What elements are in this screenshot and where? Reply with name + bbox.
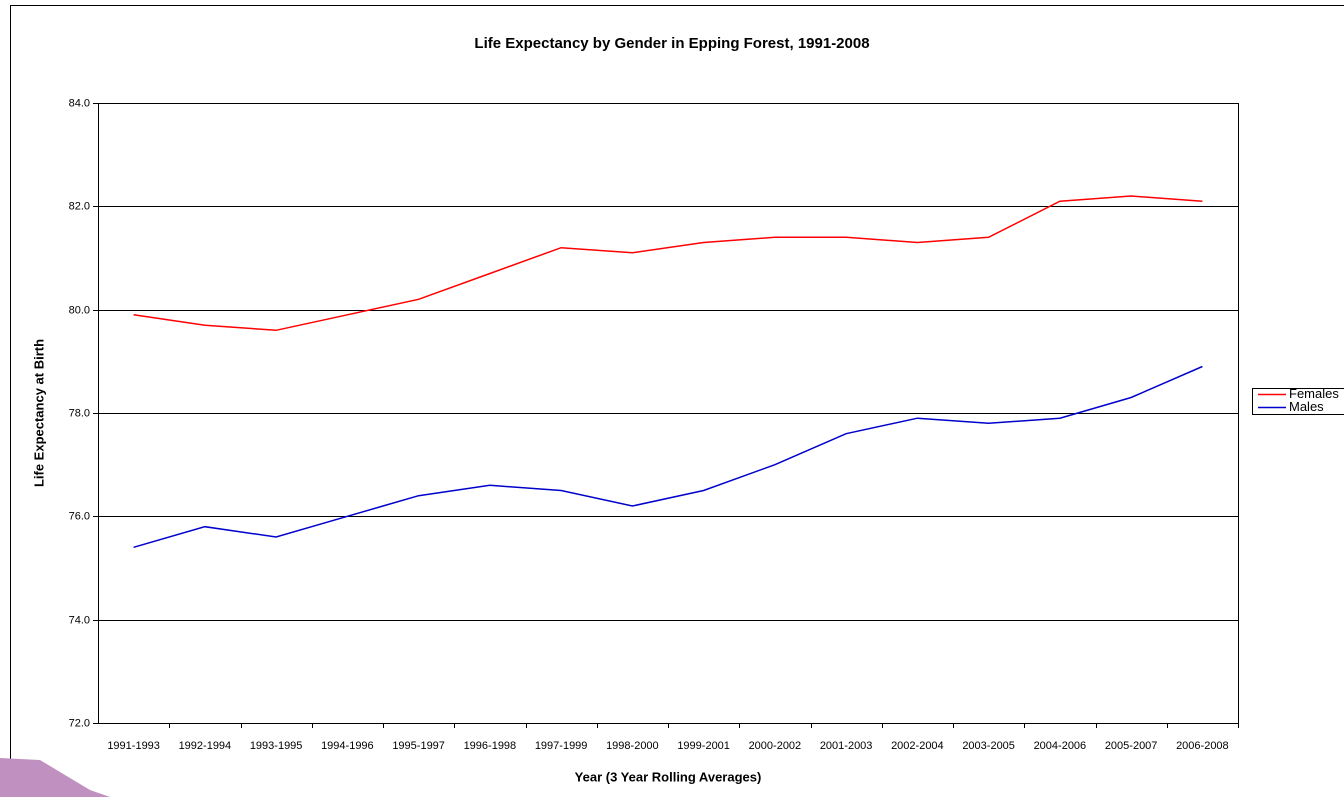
x-tick-label: 1991-1993: [107, 740, 160, 752]
x-tick-label: 1992-1994: [179, 740, 232, 752]
y-tick-label: 78.0: [69, 407, 90, 419]
x-axis-label: Year (3 Year Rolling Averages): [575, 769, 762, 784]
chart-border: [10, 5, 1344, 797]
x-tick-label: 1996-1998: [464, 740, 517, 752]
decoration: [0, 758, 110, 797]
legend-label: Males: [1289, 399, 1324, 414]
x-tick-label: 1997-1999: [535, 740, 588, 752]
x-tick-label: 1998-2000: [606, 740, 659, 752]
y-tick-label: 74.0: [69, 614, 90, 626]
legend-label: Females: [1289, 386, 1339, 401]
x-tick-label: 2005-2007: [1105, 740, 1158, 752]
y-tick-label: 72.0: [69, 717, 90, 729]
x-tick-label: 2001-2003: [820, 740, 873, 752]
y-tick-label: 84.0: [69, 97, 90, 109]
series-line: [133, 195, 1203, 332]
x-tick-label: 2000-2002: [749, 740, 802, 752]
x-tick-label: 1993-1995: [250, 740, 303, 752]
y-axis-label: Life Expectancy at Birth: [31, 339, 46, 487]
x-tick-label: 1995-1997: [392, 740, 445, 752]
x-tick-label: 1999-2001: [677, 740, 730, 752]
x-tick-label: 1994-1996: [321, 740, 374, 752]
x-tick-label: 2003-2005: [962, 740, 1015, 752]
y-tick-label: 80.0: [69, 304, 90, 316]
x-tick-label: 2006-2008: [1176, 740, 1229, 752]
y-tick-label: 76.0: [69, 510, 90, 522]
chart-title: Life Expectancy by Gender in Epping Fore…: [474, 35, 869, 52]
series-line: [133, 365, 1203, 549]
x-tick-label: 2004-2006: [1034, 740, 1087, 752]
y-tick-label: 82.0: [69, 200, 90, 212]
legend-box: [1252, 388, 1344, 415]
x-tick-label: 2002-2004: [891, 740, 944, 752]
